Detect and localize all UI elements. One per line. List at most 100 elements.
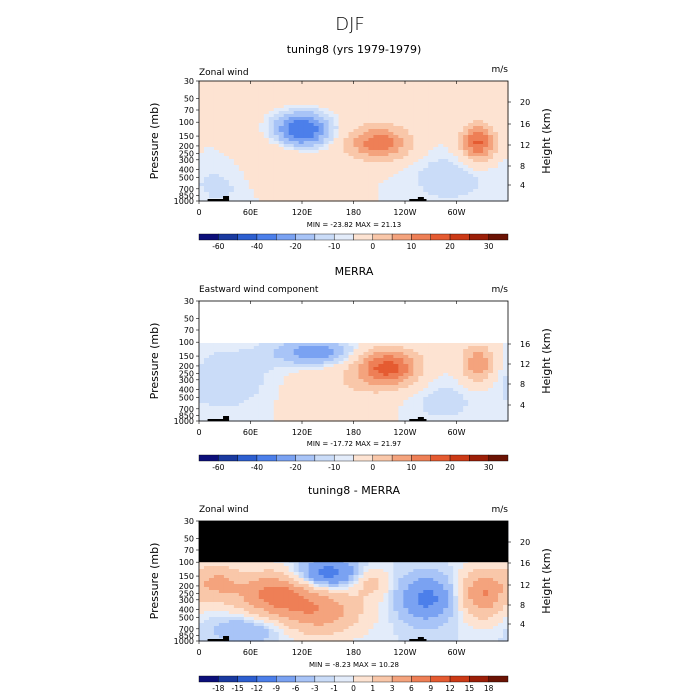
contour-cell: [313, 123, 320, 127]
contour-cell: [408, 84, 414, 88]
contour-cell: [348, 186, 355, 190]
contour-cell: [488, 397, 494, 401]
colorbar-swatch: [449, 454, 470, 462]
contour-cell: [488, 186, 494, 190]
contour-cell: [213, 138, 220, 142]
contour-cell: [378, 382, 384, 386]
contour-cell: [278, 165, 285, 169]
contour-cell: [313, 153, 320, 157]
contour-cell: [498, 108, 504, 112]
contour-cell: [263, 343, 270, 347]
contour-cell: [458, 358, 464, 362]
contour-cell: [323, 177, 330, 181]
contour-cell: [493, 96, 499, 100]
contour-cell: [448, 361, 454, 365]
contour-cell: [418, 159, 424, 163]
contour-cell: [363, 171, 370, 175]
contour-cell: [308, 406, 315, 410]
contour-cell: [303, 355, 310, 359]
contour-cell: [428, 174, 434, 178]
contour-cell: [468, 189, 474, 193]
contour-cell: [408, 132, 414, 136]
contour-cell: [458, 382, 464, 386]
contour-cell: [368, 415, 375, 419]
contour-cell: [383, 352, 389, 356]
contour-cell: [208, 84, 215, 88]
contour-cell: [503, 108, 509, 112]
contour-cell: [223, 84, 230, 88]
contour-cell: [228, 391, 235, 395]
contour-cell: [303, 174, 310, 178]
contour-cell: [313, 409, 320, 413]
contour-cell: [493, 370, 499, 374]
contour-cell: [303, 180, 310, 184]
contour-cell: [208, 138, 215, 142]
contour-cell: [248, 120, 255, 124]
contour-cell: [253, 117, 260, 121]
contour-cell: [218, 177, 225, 181]
contour-cell: [383, 132, 389, 136]
contour-cell: [388, 177, 394, 181]
contour-cell: [288, 171, 295, 175]
contour-cell: [408, 189, 414, 193]
contour-cell: [448, 120, 454, 124]
contour-cell: [328, 349, 335, 353]
contour-cell: [283, 132, 290, 136]
contour-cell: [258, 117, 265, 121]
contour-cell: [423, 412, 429, 416]
contour-cell: [488, 376, 494, 380]
contour-cell: [398, 159, 404, 163]
contour-cell: [283, 180, 290, 184]
contour-cell: [238, 87, 245, 91]
contour-cell: [378, 147, 384, 151]
contour-cell: [228, 117, 235, 121]
contour-cell: [208, 409, 215, 413]
contour-cell: [363, 93, 370, 97]
contour-cell: [203, 171, 210, 175]
contour-cell: [493, 180, 499, 184]
contour-cell: [418, 379, 424, 383]
contour-cell: [283, 150, 290, 154]
contour-cell: [448, 159, 454, 163]
contour-cell: [278, 367, 285, 371]
contour-cell: [473, 373, 479, 377]
contour-cell: [453, 409, 459, 413]
contour-cell: [473, 195, 479, 199]
contour-cell: [323, 138, 330, 142]
contour-cell: [358, 409, 365, 413]
contour-cell: [323, 195, 330, 199]
contour-cell: [423, 180, 429, 184]
contour-cell: [333, 412, 340, 416]
contour-cell: [303, 349, 310, 353]
contour-cell: [238, 370, 245, 374]
contour-cell: [503, 87, 509, 91]
contour-cell: [463, 412, 469, 416]
contour-cell: [433, 99, 439, 103]
contour-cell: [258, 144, 265, 148]
contour-cell: [338, 132, 345, 136]
contour-cell: [343, 415, 350, 419]
contour-cell: [358, 108, 365, 112]
contour-cell: [423, 159, 429, 163]
contour-cell: [413, 412, 419, 416]
contour-cell: [413, 144, 419, 148]
contour-cell: [308, 186, 315, 190]
contour-cell: [438, 406, 444, 410]
contour-cell: [483, 108, 489, 112]
contour-cell: [233, 123, 240, 127]
contour-cell: [303, 159, 310, 163]
contour-cell: [403, 376, 409, 380]
contour-cell: [243, 90, 250, 94]
contour-cell: [253, 144, 260, 148]
contour-cell: [313, 84, 320, 88]
contour-cell: [358, 111, 365, 115]
contour-cell: [208, 406, 215, 410]
contour-cell: [483, 159, 489, 163]
panel-title: tuning8 (yrs 1979-1979): [287, 43, 422, 56]
contour-cell: [218, 397, 225, 401]
contour-cell: [393, 174, 399, 178]
contour-cell: [383, 343, 389, 347]
contour-cell: [373, 385, 380, 389]
contour-cell: [228, 81, 235, 85]
contour-cell: [358, 367, 365, 371]
